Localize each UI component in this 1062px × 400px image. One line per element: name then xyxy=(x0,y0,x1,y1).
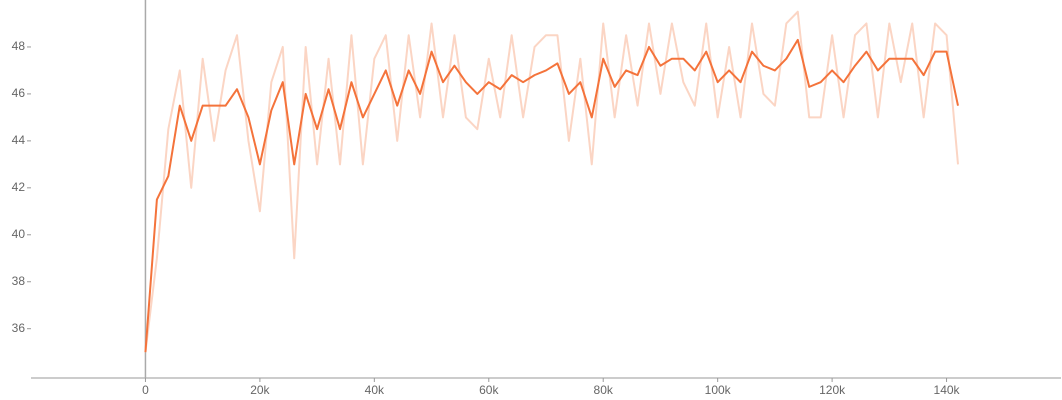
x-tick-label: 40k xyxy=(365,383,385,397)
y-tick-label: 48 xyxy=(12,39,26,53)
y-tick-label: 40 xyxy=(12,227,26,241)
x-tick-label: 0 xyxy=(142,383,149,397)
y-tick-label: 38 xyxy=(12,274,26,288)
y-tick-label: 42 xyxy=(12,180,26,194)
x-tick-label: 20k xyxy=(250,383,270,397)
series-line xyxy=(144,38,959,353)
x-tick-label: 140k xyxy=(934,383,961,397)
x-tick-label: 80k xyxy=(594,383,614,397)
x-tick-label: 120k xyxy=(819,383,846,397)
series-line xyxy=(144,10,959,353)
y-tick-label: 46 xyxy=(12,86,26,100)
x-tick-label: 100k xyxy=(705,383,732,397)
x-tick-label: 60k xyxy=(479,383,499,397)
y-tick-label: 44 xyxy=(12,133,26,147)
y-tick-label: 36 xyxy=(12,321,26,335)
